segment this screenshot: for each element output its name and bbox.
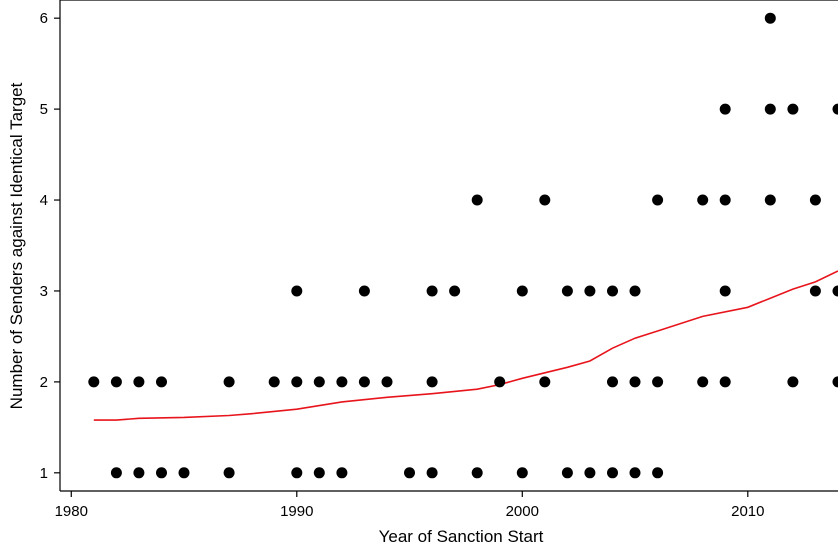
data-point [607, 467, 618, 479]
data-point [787, 376, 799, 388]
data-point [719, 285, 731, 297]
data-point [358, 376, 370, 388]
data-point [313, 467, 325, 479]
data-point [336, 376, 348, 388]
data-point [629, 376, 641, 388]
x-axis-title: Year of Sanction Start [379, 527, 544, 546]
data-point [787, 103, 799, 115]
data-point [832, 376, 838, 388]
data-point [652, 376, 664, 388]
data-point [719, 103, 731, 115]
data-point [561, 467, 573, 479]
data-point [133, 467, 145, 479]
data-point [516, 467, 528, 479]
y-axis-title: Number of Senders against Identical Targ… [7, 82, 26, 409]
data-point [268, 376, 280, 388]
data-point [336, 467, 348, 479]
data-point [156, 376, 167, 388]
data-point [404, 467, 415, 479]
data-point [764, 194, 776, 206]
data-point [719, 194, 731, 206]
data-point [584, 285, 596, 297]
data-point [358, 285, 370, 297]
data-point [291, 467, 303, 479]
data-point [426, 376, 438, 388]
data-point [719, 376, 731, 388]
y-tick-label: 6 [40, 10, 48, 27]
x-tick-label: 1980 [55, 503, 88, 520]
data-point [607, 285, 618, 297]
data-point [539, 194, 551, 206]
data-point [697, 194, 709, 206]
data-point [291, 376, 303, 388]
y-tick-label: 4 [40, 192, 48, 209]
x-tick-label: 2010 [731, 503, 764, 520]
data-point [426, 467, 438, 479]
data-point [832, 103, 838, 115]
y-tick-label: 1 [40, 465, 48, 482]
data-point [494, 376, 506, 388]
y-tick-label: 5 [40, 101, 48, 118]
data-point [832, 285, 838, 297]
data-point [291, 285, 303, 297]
data-point [652, 467, 664, 479]
fit-line [93, 270, 838, 421]
data-point [764, 103, 776, 115]
data-point [178, 467, 190, 479]
data-point [110, 376, 122, 388]
data-point [471, 194, 483, 206]
y-tick-label: 2 [40, 374, 48, 391]
data-point [471, 467, 483, 479]
data-point [809, 285, 821, 297]
data-point [584, 467, 596, 479]
x-tick-label: 2000 [506, 503, 539, 520]
data-point [764, 12, 776, 24]
data-point [607, 376, 618, 388]
data-point [697, 376, 709, 388]
data-point [426, 285, 438, 297]
data-point [156, 467, 167, 479]
data-point [809, 194, 821, 206]
data-point [629, 467, 641, 479]
data-point [88, 376, 100, 388]
data-point [223, 467, 235, 479]
data-point [561, 285, 573, 297]
data-point [652, 194, 664, 206]
data-point [313, 376, 325, 388]
data-point [629, 285, 641, 297]
data-point [449, 285, 461, 297]
data-point [223, 376, 235, 388]
x-tick-label: 1990 [280, 503, 313, 520]
plot-area [88, 12, 838, 479]
data-point [516, 285, 528, 297]
axes: 1 2 3 4 5 6 1980 1990 2000 2010 [40, 0, 838, 520]
data-point [110, 467, 122, 479]
y-tick-label: 3 [40, 283, 48, 300]
data-point [539, 376, 551, 388]
data-point [381, 376, 393, 388]
data-point [133, 376, 145, 388]
